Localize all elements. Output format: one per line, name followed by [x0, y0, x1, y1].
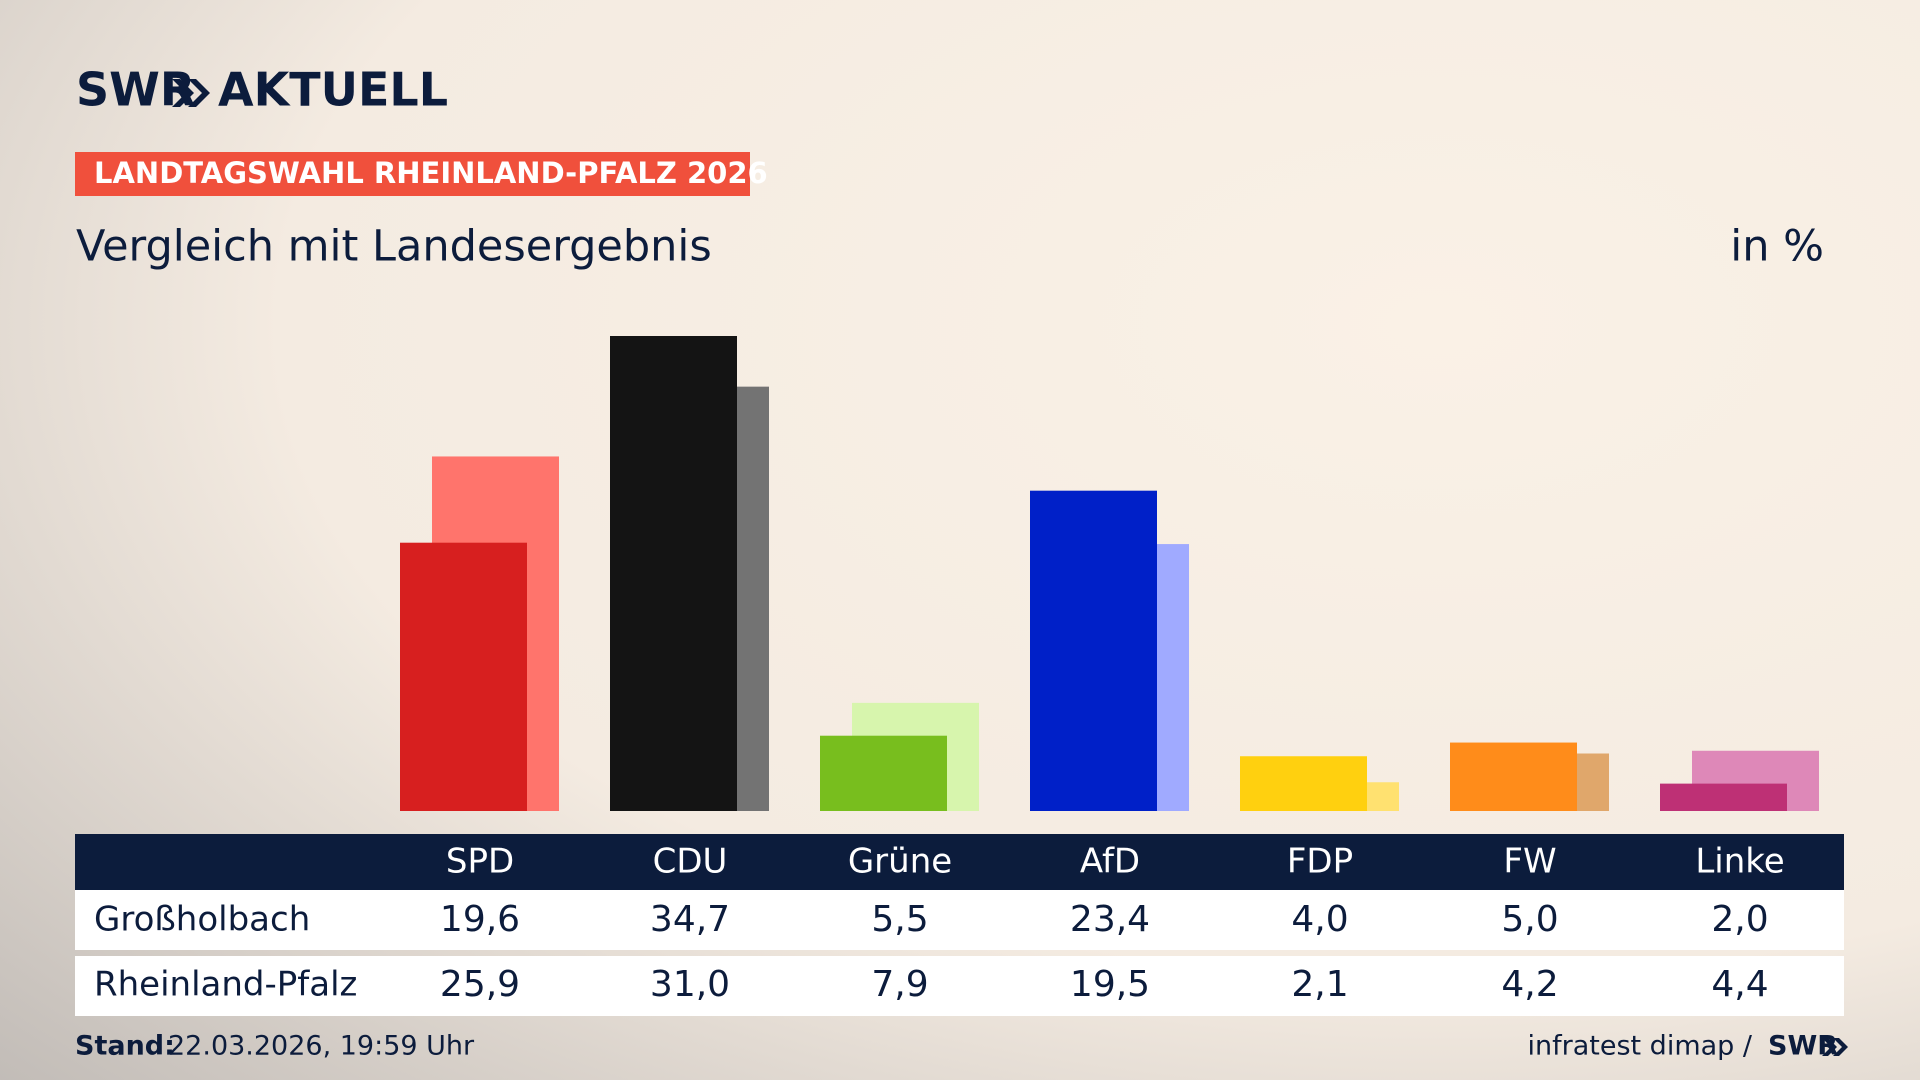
kicker-bg [75, 152, 750, 196]
bar [820, 735, 947, 811]
value-label: 19,6 [440, 899, 520, 940]
table-header [75, 834, 1844, 890]
stand: 22.03.2026, 19:59 Uhr [168, 1031, 475, 1062]
row-label: Großholbach [94, 900, 310, 940]
value-label: 4,0 [1291, 899, 1348, 940]
category-label: FDP [1287, 842, 1353, 882]
value-label: 4,4 [1711, 964, 1768, 1005]
unit: in % [1730, 222, 1824, 272]
brand: SWR [76, 63, 195, 117]
value-label: 2,1 [1291, 964, 1348, 1005]
category-label: AfD [1080, 842, 1140, 882]
bar [1660, 783, 1787, 811]
value-label: 2,0 [1711, 899, 1768, 940]
brand-arrows [172, 79, 210, 107]
category-label: FW [1503, 842, 1556, 882]
value-label: 23,4 [1070, 899, 1150, 940]
kicker: LANDTAGSWAHL RHEINLAND-PFALZ 2026 [94, 156, 768, 190]
table-row [75, 956, 1844, 1016]
bar [400, 542, 527, 811]
bar [610, 336, 737, 811]
category-label: SPD [446, 842, 514, 882]
table-row [75, 890, 1844, 950]
value-label: 25,9 [440, 964, 520, 1005]
row-label: Rheinland-Pfalz [94, 965, 357, 1005]
value-label: 4,2 [1501, 964, 1558, 1005]
value-label: 34,7 [650, 899, 730, 940]
bar [1030, 490, 1157, 811]
chart-title: Vergleich mit Landesergebnis [76, 222, 712, 272]
bar [1240, 756, 1367, 811]
source-arrows [1822, 1038, 1848, 1056]
source: infratest dimap / [1527, 1031, 1752, 1062]
value-label: 5,0 [1501, 899, 1558, 940]
brand-suffix: AKTUELL [218, 63, 448, 117]
value-label: 31,0 [650, 964, 730, 1005]
bar [1450, 742, 1577, 811]
value-label: 7,9 [871, 964, 928, 1005]
category-label: CDU [653, 842, 728, 882]
category-label: Linke [1695, 842, 1784, 882]
value-label: 19,5 [1070, 964, 1150, 1005]
value-label: 5,5 [871, 899, 928, 940]
source-brand: SWR [1768, 1031, 1838, 1062]
stand-label: Stand: [75, 1031, 175, 1062]
category-label: Grüne [848, 842, 952, 882]
